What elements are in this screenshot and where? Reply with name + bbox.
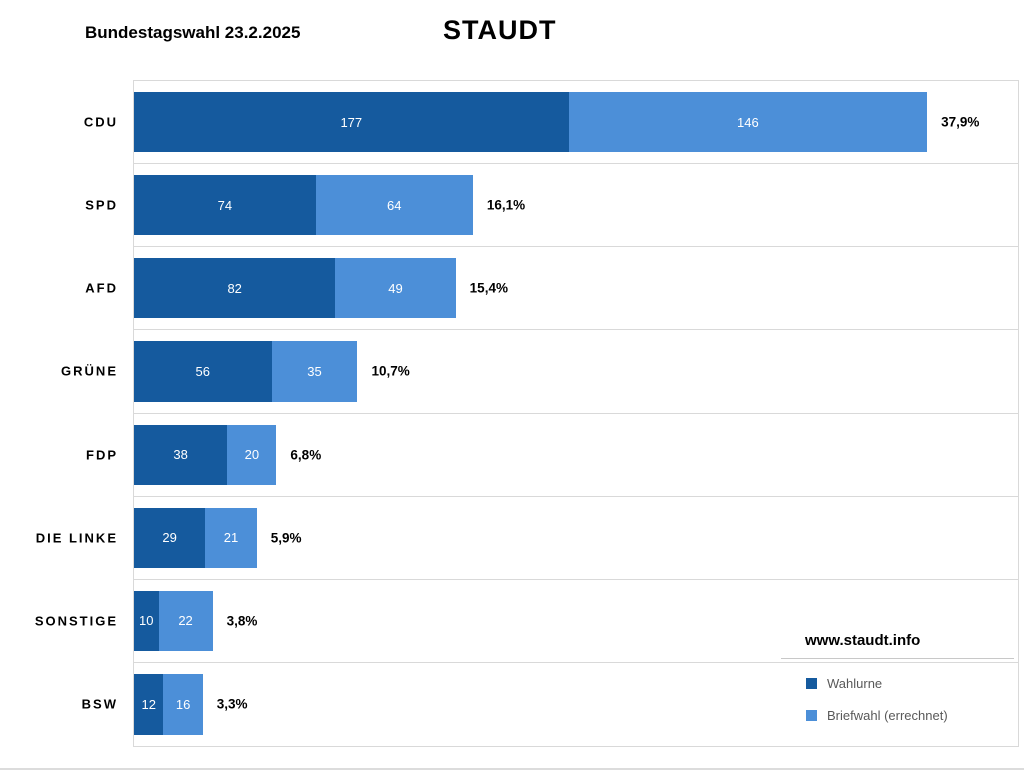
bar-track: 56 35: [134, 341, 1018, 402]
bar-segment-wahlurne: 82: [134, 258, 336, 319]
percent-label: 10,7%: [371, 363, 410, 379]
percent-label: 15,4%: [469, 280, 508, 296]
bar-value-label: 38: [173, 447, 188, 463]
bar-segment-wahlurne: 29: [134, 507, 206, 568]
bar-value-label: 16: [175, 696, 191, 712]
chart-title: Bundestagswahl 23.2.2025: [85, 23, 301, 42]
bar-value-label: 146: [737, 114, 759, 130]
category-label: AFD: [85, 280, 118, 296]
legend-item: Briefwahl (errechnet): [781, 708, 1014, 723]
category-label: DIE LINKE: [35, 530, 118, 546]
bar-track: 29 21: [134, 507, 1018, 568]
bar-track: 74 64: [134, 175, 1018, 236]
bar-value-label: 177: [340, 114, 363, 130]
category-label: CDU: [83, 114, 118, 130]
percent-label: 16,1%: [486, 197, 526, 213]
bar-row: BSW 12 16 3,3%: [82, 663, 1018, 746]
percent-label: 6,8%: [290, 447, 322, 463]
window-bottom-border: [0, 768, 1024, 770]
bar-segment-briefwahl: 146: [568, 92, 928, 153]
bar-segment-briefwahl: 64: [315, 175, 473, 236]
bar-segment-wahlurne: 177: [134, 92, 569, 153]
bar-row: SPD 74 64 16,1%: [85, 164, 1018, 248]
bar-row: SONSTIGE 10 22 3,8%: [35, 580, 1018, 663]
bar-segment-wahlurne: 38: [134, 424, 228, 485]
legend-divider: [781, 658, 1014, 659]
bar-segment-briefwahl: 16: [163, 673, 203, 735]
bar-segment-wahlurne: 10: [134, 590, 159, 651]
legend-item-label: Wahlurne: [827, 676, 883, 691]
percent-label: 3,8%: [226, 613, 258, 629]
bar-segment-briefwahl: 49: [335, 258, 456, 319]
bar-segment-briefwahl: 21: [205, 507, 257, 568]
category-label: BSW: [81, 696, 118, 712]
bar-segment-wahlurne: 56: [134, 341, 272, 402]
watermark-link: www.staudt.info: [805, 632, 921, 649]
bar-value-label: 12: [141, 696, 156, 712]
percent-label: 37,9%: [941, 114, 980, 130]
plot-area: CDU 177 146 37,9% SPD 74 64 16,1% AFD 82 49 15,4% GR…: [35, 80, 1019, 747]
category-label: GRÜNE: [61, 363, 118, 379]
bar-track: 10 22: [134, 590, 1018, 651]
bar-row: FDP 38 20 6,8%: [86, 414, 1018, 497]
chart-location-title: STAUDT: [443, 15, 557, 45]
percent-label: 5,9%: [270, 530, 302, 546]
bar-value-label: 56: [195, 363, 210, 379]
legend-swatch-wahlurne: [806, 678, 817, 689]
legend-item-label: Briefwahl (errechnet): [827, 708, 948, 723]
bar-value-label: 22: [178, 613, 193, 629]
bar-track: 177 146: [134, 92, 1018, 153]
legend-item: Wahlurne: [781, 676, 1014, 691]
category-label: SONSTIGE: [34, 613, 118, 629]
bar-track: 82 49: [134, 258, 1018, 319]
bar-value-label: 10: [139, 613, 154, 629]
bar-segment-briefwahl: 35: [271, 341, 358, 402]
bar-row: GRÜNE 56 35 10,7%: [61, 330, 1018, 414]
bar-value-label: 35: [307, 363, 322, 379]
bar-segment-wahlurne: 12: [134, 673, 164, 735]
bar-row: DIE LINKE 29 21 5,9%: [36, 497, 1018, 580]
legend-swatch-briefwahl: [806, 710, 817, 721]
category-label: SPD: [85, 197, 118, 213]
bar-value-label: 82: [227, 280, 242, 296]
bar-track: 38 20: [134, 424, 1018, 485]
bar-track: 12 16: [134, 673, 1018, 735]
bar-value-label: 74: [217, 197, 233, 213]
bar-value-label: 64: [387, 197, 402, 213]
percent-label: 3,3%: [216, 696, 248, 712]
category-label: FDP: [86, 447, 118, 463]
bar-value-label: 29: [162, 530, 177, 546]
bar-segment-wahlurne: 74: [134, 175, 316, 236]
bar-segment-briefwahl: 22: [158, 590, 213, 651]
bar-value-label: 49: [388, 280, 403, 296]
bar-value-label: 20: [244, 447, 260, 463]
bar-segment-briefwahl: 20: [227, 424, 277, 485]
bar-value-label: 21: [223, 530, 239, 546]
bar-row: CDU 177 146 37,9%: [84, 81, 1018, 165]
bar-row: AFD 82 49 15,4%: [85, 247, 1018, 331]
legend: www.staudt.info Wahlurne Briefwahl (errec…: [781, 632, 1014, 723]
